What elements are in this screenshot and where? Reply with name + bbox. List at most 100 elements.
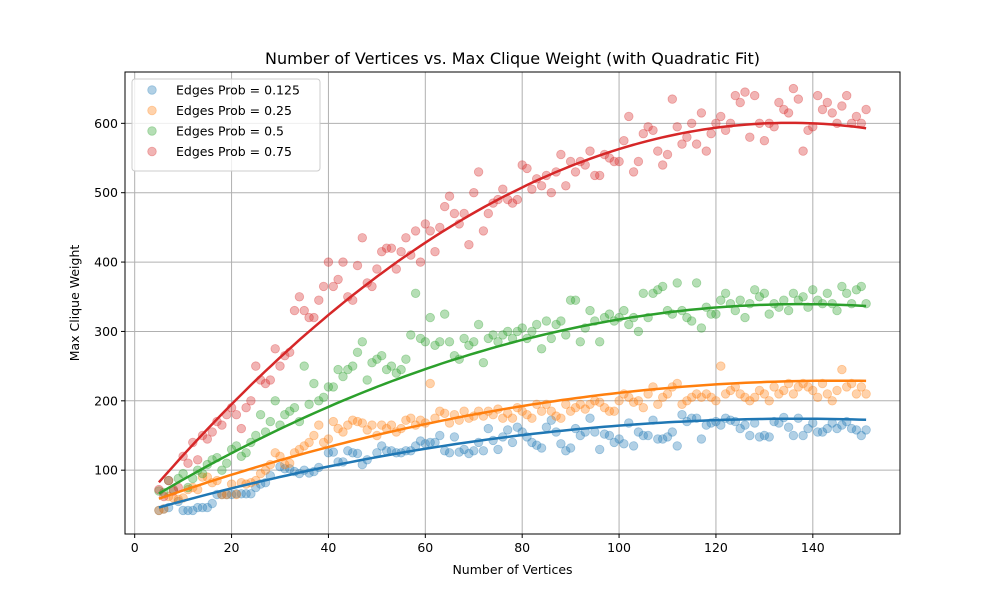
data-point — [808, 385, 818, 396]
data-point — [604, 153, 615, 163]
data-point — [750, 392, 760, 403]
data-point — [348, 448, 358, 458]
data-point — [192, 502, 203, 513]
data-point — [236, 451, 247, 462]
data-point — [473, 167, 484, 177]
data-point — [449, 432, 460, 442]
data-point — [265, 416, 276, 427]
fit-lines — [157, 121, 867, 509]
data-point — [832, 385, 842, 396]
data-point — [677, 399, 687, 410]
data-point — [444, 191, 455, 201]
data-point — [701, 389, 712, 399]
data-point — [401, 415, 411, 425]
legend-label: Edges Prob = 0.5 — [176, 124, 284, 139]
data-point — [861, 104, 871, 115]
data-point — [202, 434, 213, 444]
data-point — [512, 326, 523, 337]
x-tick-label: 40 — [320, 540, 336, 555]
data-point — [372, 264, 382, 274]
data-point — [323, 434, 334, 444]
data-point — [609, 406, 619, 416]
data-point — [207, 427, 217, 437]
data-point — [314, 420, 324, 430]
x-tick-label: 80 — [514, 540, 530, 555]
data-point — [449, 208, 460, 219]
data-point — [328, 447, 339, 457]
data-point — [677, 139, 687, 149]
data-point — [696, 392, 707, 403]
data-point — [498, 184, 508, 194]
data-point — [856, 430, 867, 441]
data-point — [318, 437, 329, 448]
data-point — [595, 170, 605, 181]
data-point — [299, 305, 309, 316]
data-point — [585, 399, 595, 410]
data-point — [633, 326, 644, 337]
data-point — [163, 475, 174, 486]
legend-marker — [147, 85, 157, 95]
data-point — [372, 354, 382, 364]
data-point — [367, 420, 377, 430]
data-point — [788, 83, 799, 94]
data-point — [609, 156, 619, 167]
data-point — [512, 194, 523, 205]
data-point — [585, 305, 595, 316]
data-point — [716, 361, 726, 371]
data-point — [565, 443, 576, 453]
data-point — [735, 295, 745, 305]
data-point — [822, 423, 833, 434]
data-point — [241, 489, 251, 499]
data-point — [803, 423, 813, 434]
data-point — [391, 264, 402, 274]
data-point — [561, 330, 571, 340]
data-point — [561, 446, 571, 456]
data-point — [822, 389, 833, 399]
data-point — [556, 316, 566, 326]
data-point — [352, 416, 363, 427]
data-point — [255, 410, 266, 420]
data-point — [856, 281, 867, 292]
data-point — [314, 295, 324, 305]
legend-marker — [147, 146, 157, 157]
data-point — [473, 319, 484, 330]
data-point — [527, 413, 537, 423]
data-point — [798, 430, 808, 441]
data-point — [803, 125, 813, 136]
data-point — [192, 455, 203, 465]
data-point — [270, 396, 280, 406]
data-point — [750, 90, 760, 101]
data-point — [440, 408, 450, 419]
data-point — [410, 226, 421, 236]
legend-marker — [147, 126, 157, 136]
data-point — [745, 132, 755, 142]
data-point — [759, 389, 770, 399]
data-point — [793, 382, 804, 392]
data-point — [314, 396, 324, 406]
data-point — [517, 323, 527, 333]
data-point — [653, 285, 663, 295]
data-point — [570, 167, 581, 177]
data-point — [851, 111, 862, 122]
data-point — [478, 358, 489, 368]
data-point — [285, 406, 295, 416]
data-point — [842, 382, 852, 392]
data-point — [178, 505, 188, 516]
data-point — [638, 288, 649, 299]
legend-label: Edges Prob = 0.125 — [176, 83, 300, 98]
data-point — [469, 337, 479, 347]
data-point — [183, 505, 193, 516]
data-point — [633, 396, 644, 406]
data-point — [323, 257, 334, 267]
data-point — [444, 448, 455, 458]
data-point — [648, 288, 658, 299]
data-point — [188, 505, 198, 516]
data-point — [696, 434, 707, 444]
plot-frame — [124, 71, 901, 535]
data-point — [338, 257, 348, 267]
data-point — [590, 170, 600, 181]
data-point — [483, 333, 494, 344]
data-point — [328, 416, 339, 427]
data-point — [527, 437, 537, 448]
chart-title: Number of Vertices vs. Max Clique Weight… — [265, 49, 760, 68]
